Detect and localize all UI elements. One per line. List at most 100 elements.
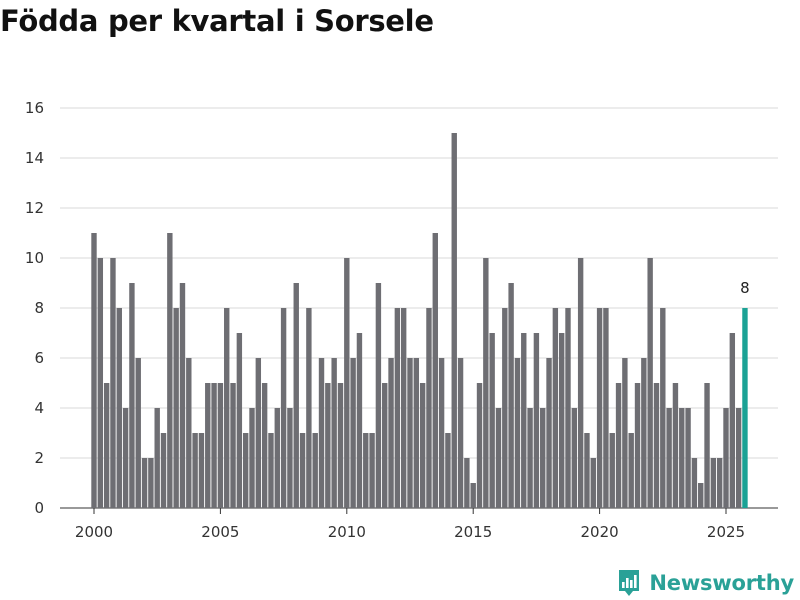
bar[interactable] [653, 383, 660, 508]
bar[interactable] [382, 383, 388, 508]
bar[interactable] [103, 383, 110, 508]
bar[interactable] [685, 408, 691, 508]
bar[interactable] [698, 483, 704, 508]
bar[interactable] [533, 333, 540, 508]
bar[interactable] [704, 383, 710, 508]
bar[interactable] [242, 433, 249, 508]
bar[interactable] [363, 433, 369, 508]
bar[interactable] [91, 233, 97, 508]
bar[interactable] [660, 308, 666, 508]
bar[interactable] [268, 433, 274, 508]
bar[interactable] [558, 333, 565, 508]
bar[interactable] [729, 333, 736, 508]
bar[interactable] [211, 383, 217, 508]
bar[interactable] [489, 333, 495, 508]
bar[interactable] [331, 358, 337, 508]
bar[interactable] [432, 233, 438, 508]
bar[interactable] [470, 483, 476, 508]
bar[interactable] [527, 408, 533, 508]
bar[interactable] [135, 358, 141, 508]
bar[interactable] [438, 358, 445, 508]
bar[interactable] [148, 458, 154, 508]
bar[interactable] [628, 433, 634, 508]
brand[interactable]: Newsworthy [617, 568, 794, 598]
bar[interactable] [647, 258, 653, 508]
bar[interactable] [571, 408, 578, 508]
bar[interactable] [502, 308, 508, 508]
bar[interactable] [483, 258, 489, 508]
bar[interactable] [236, 333, 243, 508]
bar[interactable] [641, 358, 647, 508]
bar[interactable] [672, 383, 679, 508]
bar[interactable] [584, 433, 590, 508]
bar[interactable] [249, 408, 255, 508]
bar[interactable] [318, 358, 325, 508]
bar[interactable] [723, 408, 729, 508]
bar[interactable] [217, 383, 224, 508]
bar[interactable] [261, 383, 268, 508]
bar[interactable] [552, 308, 559, 508]
bar[interactable] [716, 458, 723, 508]
bar[interactable] [280, 308, 287, 508]
bar[interactable] [419, 383, 426, 508]
bar[interactable] [609, 433, 615, 508]
bar[interactable] [394, 308, 401, 508]
bar[interactable] [306, 308, 312, 508]
bar[interactable] [540, 408, 546, 508]
bar[interactable] [445, 433, 451, 508]
bar[interactable] [369, 433, 375, 508]
bar-latest[interactable] [742, 308, 748, 508]
bar[interactable] [110, 258, 116, 508]
bar[interactable] [116, 308, 122, 508]
bar[interactable] [154, 408, 160, 508]
bar[interactable] [230, 383, 236, 508]
bar[interactable] [312, 433, 318, 508]
bar[interactable] [451, 133, 457, 508]
bar[interactable] [596, 308, 603, 508]
bar[interactable] [622, 358, 628, 508]
bar[interactable] [173, 308, 179, 508]
bar[interactable] [293, 283, 299, 508]
bar[interactable] [565, 308, 571, 508]
bar[interactable] [186, 358, 192, 508]
bar[interactable] [97, 258, 104, 508]
bar[interactable] [634, 383, 641, 508]
bar[interactable] [198, 433, 205, 508]
bar[interactable] [299, 433, 306, 508]
bar[interactable] [407, 358, 413, 508]
bar[interactable] [666, 408, 672, 508]
bar[interactable] [255, 358, 262, 508]
bar[interactable] [160, 433, 167, 508]
bar[interactable] [546, 358, 552, 508]
bar[interactable] [413, 358, 420, 508]
bar[interactable] [122, 408, 129, 508]
bar[interactable] [521, 333, 527, 508]
bar[interactable] [514, 358, 521, 508]
bar[interactable] [375, 283, 382, 508]
bar[interactable] [691, 458, 698, 508]
bar[interactable] [141, 458, 148, 508]
bar[interactable] [224, 308, 230, 508]
bar[interactable] [325, 383, 331, 508]
bar[interactable] [205, 383, 211, 508]
bar[interactable] [356, 333, 363, 508]
bar[interactable] [495, 408, 502, 508]
bar[interactable] [337, 383, 344, 508]
bar[interactable] [287, 408, 293, 508]
bar[interactable] [129, 283, 135, 508]
bar[interactable] [192, 433, 198, 508]
bar[interactable] [577, 258, 584, 508]
bar[interactable] [350, 358, 356, 508]
bar[interactable] [476, 383, 483, 508]
bar[interactable] [590, 458, 596, 508]
bar[interactable] [603, 308, 609, 508]
bar[interactable] [426, 308, 432, 508]
bar[interactable] [388, 358, 394, 508]
bar[interactable] [508, 283, 514, 508]
bar[interactable] [167, 233, 173, 508]
bar[interactable] [344, 258, 350, 508]
bar[interactable] [735, 408, 742, 508]
bar[interactable] [179, 283, 186, 508]
bar[interactable] [457, 358, 464, 508]
bar[interactable] [464, 458, 470, 508]
